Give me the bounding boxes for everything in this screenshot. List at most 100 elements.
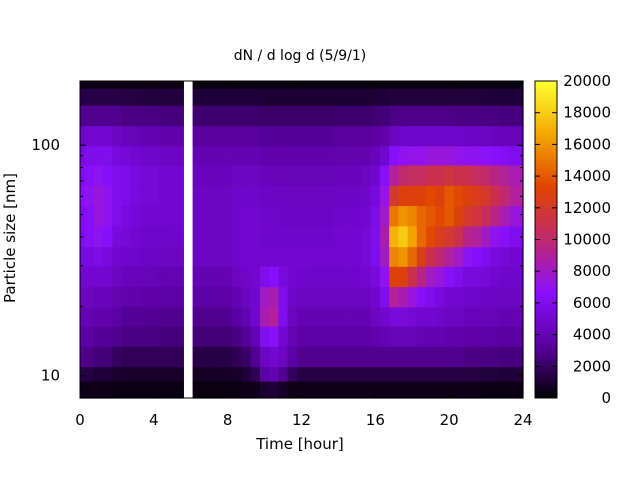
heatmap-cell <box>490 164 501 186</box>
heatmap-cell <box>499 125 510 147</box>
heatmap-cell <box>241 145 252 166</box>
heatmap-cell <box>232 325 243 347</box>
heatmap-cell <box>435 205 446 227</box>
heatmap-cell <box>287 225 298 248</box>
heatmap-cell <box>333 105 344 127</box>
heatmap-cell <box>259 81 270 89</box>
heatmap-cell <box>84 88 95 106</box>
heatmap-cell <box>472 346 483 368</box>
heatmap-cell <box>121 225 132 248</box>
heatmap-cell <box>324 105 335 127</box>
colorbar-segment <box>535 350 557 355</box>
heatmap-cell <box>192 145 206 166</box>
heatmap-cell <box>407 105 418 127</box>
heatmap-cell <box>379 105 390 127</box>
heatmap-cell <box>93 105 104 127</box>
heatmap-cell <box>472 366 483 382</box>
heatmap-cell <box>213 366 224 382</box>
heatmap-cell <box>167 246 178 267</box>
heatmap-cell <box>306 125 316 147</box>
heatmap-cell <box>453 366 464 382</box>
heatmap-cell <box>250 164 261 186</box>
heatmap-cell <box>509 266 524 288</box>
heatmap-cell <box>232 366 243 382</box>
colorbar-tick-label: 14000 <box>563 167 611 185</box>
heatmap-cell <box>426 105 436 127</box>
heatmap-cell <box>490 266 501 288</box>
heatmap-cell <box>93 286 104 308</box>
heatmap-cell <box>167 346 178 368</box>
heatmap-cell <box>389 266 400 288</box>
colorbar-segment <box>535 369 557 374</box>
heatmap-cell <box>139 286 150 308</box>
heatmap-cell <box>241 325 252 347</box>
heatmap-cell <box>370 205 381 227</box>
heatmap-cell <box>398 246 409 267</box>
colorbar-segment <box>535 375 557 380</box>
colorbar-ticks: 0 2000 4000 6000 8000 10000 12000 14000 16000 180… <box>535 72 611 407</box>
heatmap-cell <box>361 306 372 327</box>
heatmap-cell <box>213 346 224 368</box>
colorbar-segment <box>535 198 557 202</box>
colorbar-segment <box>535 179 557 183</box>
heatmap-cell <box>112 346 123 368</box>
heatmap-cell <box>481 81 492 89</box>
heatmap-cell <box>490 81 501 89</box>
heatmap-cell <box>213 205 224 227</box>
heatmap-cell <box>84 325 95 347</box>
heatmap-cell <box>324 325 335 347</box>
heatmap-cell <box>296 380 307 399</box>
heatmap-cell <box>121 105 132 127</box>
heatmap-cell <box>121 266 132 288</box>
colorbar-segment <box>535 309 557 313</box>
colorbar-segment <box>535 293 557 298</box>
heatmap-cell <box>490 185 501 207</box>
heatmap-cell <box>435 105 446 127</box>
heatmap-cell <box>407 164 418 186</box>
heatmap-cell <box>481 125 492 147</box>
heatmap-cell <box>80 380 86 399</box>
colorbar-segment <box>535 115 557 120</box>
heatmap-cell <box>426 185 436 207</box>
colorbar-segment <box>535 166 557 171</box>
heatmap-cell <box>121 325 132 347</box>
heatmap-cell <box>269 246 280 267</box>
colorbar-segment <box>535 334 557 339</box>
heatmap-cell <box>453 266 464 288</box>
heatmap-cell <box>192 286 206 308</box>
heatmap-cell <box>213 185 224 207</box>
heatmap-cell <box>192 380 206 399</box>
heatmap-cell <box>103 246 113 267</box>
heatmap-cell <box>80 306 86 327</box>
heatmap-cell <box>361 266 372 288</box>
heatmap-cell <box>287 145 298 166</box>
heatmap-cell <box>139 325 150 347</box>
heatmap-cell <box>278 185 289 207</box>
heatmap-cell <box>204 346 215 368</box>
heatmap-cell <box>306 366 316 382</box>
heatmap-cell <box>250 105 261 127</box>
heatmap-cell <box>379 266 390 288</box>
heatmap-cell <box>232 205 243 227</box>
heatmap-cell <box>509 346 524 368</box>
heatmap-cell <box>192 164 206 186</box>
heatmap-cell <box>84 185 95 207</box>
heatmap-cell <box>121 346 132 368</box>
heatmap-cell <box>361 225 372 248</box>
heatmap-cell <box>223 88 233 106</box>
heatmap-cell <box>130 145 141 166</box>
heatmap-cell <box>379 205 390 227</box>
heatmap-cell <box>232 88 243 106</box>
heatmap-cell <box>398 266 409 288</box>
colorbar-segment <box>535 81 557 85</box>
heatmap-cell <box>278 88 289 106</box>
heatmap-cell <box>121 125 132 147</box>
heatmap-cell <box>259 366 270 382</box>
heatmap-cell <box>444 164 455 186</box>
heatmap-cell <box>324 225 335 248</box>
heatmap-cell <box>112 164 123 186</box>
colorbar-segment <box>535 163 557 168</box>
colorbar-tick-label: 8000 <box>573 262 611 280</box>
heatmap-cell <box>241 185 252 207</box>
heatmap-cell <box>176 306 184 327</box>
